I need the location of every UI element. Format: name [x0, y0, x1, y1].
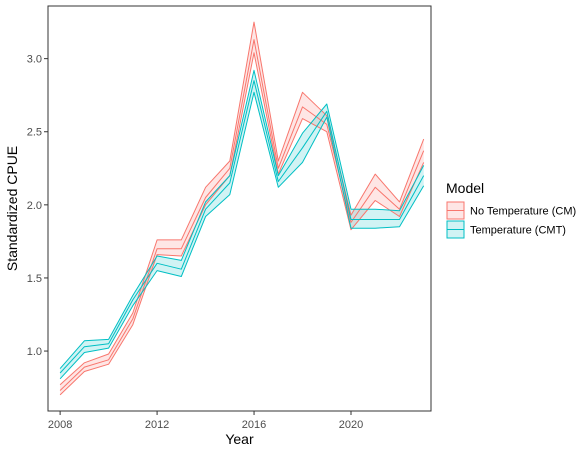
x-axis: 2008 2012 2016 2020	[48, 411, 363, 431]
upper-bound-line-series-1	[59, 21, 425, 386]
legend-title: Model	[446, 180, 484, 196]
y-tick-label: 1.0	[27, 346, 42, 358]
line-series-1	[59, 39, 425, 391]
y-tick-label: 2.5	[27, 127, 42, 139]
x-axis-title: Year	[225, 431, 254, 447]
legend-item-2: Temperature (CMT)	[446, 220, 566, 239]
lower-bound-line-series-2	[59, 91, 425, 380]
lower-bound-line-series-1	[59, 52, 425, 396]
line-series-2	[59, 80, 425, 374]
y-axis-title: Standardized CPUE	[4, 146, 20, 271]
x-tick-label: 2008	[48, 419, 72, 431]
upper-bound-line-series-2	[59, 69, 425, 369]
x-tick-label: 2016	[242, 419, 266, 431]
legend-label: No Temperature (CM)	[470, 206, 576, 218]
y-axis: 1.0 1.5 2.0 2.5 3.0	[27, 54, 48, 358]
legend: Model No Temperature (CM) Temperature (CM…	[446, 180, 576, 239]
ribbon-series-1	[60, 22, 424, 395]
y-tick-label: 2.0	[27, 200, 42, 212]
y-tick-label: 1.5	[27, 273, 42, 285]
x-tick-label: 2012	[145, 419, 169, 431]
panel-border	[47, 5, 432, 412]
legend-item-1: No Temperature (CM)	[446, 201, 576, 220]
x-tick-label: 2020	[339, 419, 363, 431]
plot-area	[47, 5, 432, 412]
y-tick-label: 3.0	[27, 54, 42, 66]
legend-label: Temperature (CMT)	[470, 225, 566, 237]
